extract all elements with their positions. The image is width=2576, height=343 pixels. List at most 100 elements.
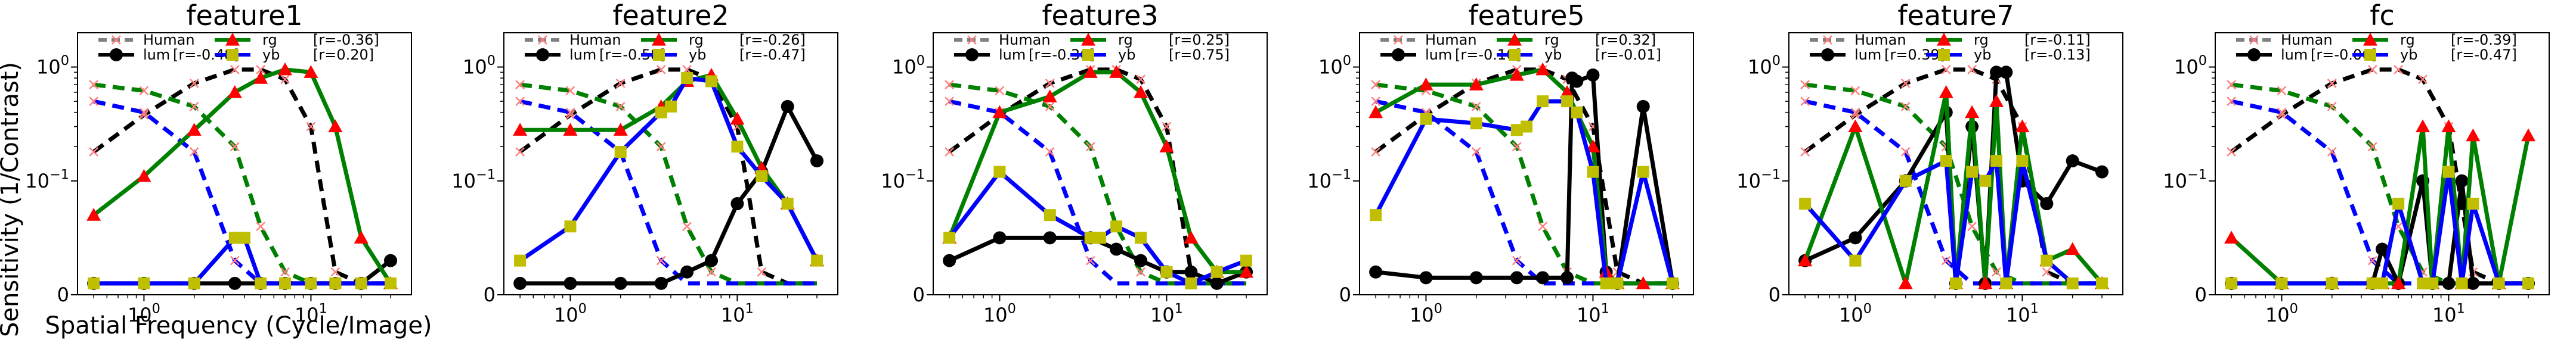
human-rg-point (139, 86, 149, 96)
human-yb-curve (949, 99, 1247, 286)
human-yb-point (2227, 96, 2237, 107)
x-marker-b (2277, 86, 2287, 96)
lum-point (943, 254, 956, 267)
yb-point (1561, 95, 1574, 108)
lum-series-line (520, 104, 819, 286)
x-tick-label: 101 (2432, 301, 2465, 326)
panel-title: feature7 (1897, 0, 2014, 32)
human-rg-point (515, 80, 525, 90)
human-rg-point (2227, 80, 2237, 90)
rg-point (730, 111, 745, 125)
rg-point (2441, 119, 2456, 133)
y-tick-label: 0 (57, 283, 69, 306)
human-rg-point (1471, 101, 1481, 111)
lum-point (1586, 68, 1600, 82)
yb-point (2417, 277, 2429, 289)
yb-point (1044, 209, 1056, 222)
human-rg-point (615, 101, 626, 111)
lum-point (993, 231, 1007, 245)
yb-point (88, 277, 100, 289)
lum-point (1561, 271, 1574, 285)
rg-point (1989, 94, 2004, 107)
lum-point (1369, 265, 1383, 279)
human-rg-point (1538, 222, 1548, 232)
x-marker-b (89, 147, 99, 157)
rg-point (1939, 85, 1953, 98)
human-rg-point (995, 86, 1005, 96)
lum-point (1419, 271, 1433, 285)
lum-point (781, 99, 794, 113)
legend-lum-label: lum (2281, 46, 2308, 63)
human-rg-point (682, 222, 692, 232)
legend-yb-label: yb (262, 46, 280, 63)
human-rg-point (1371, 80, 1381, 90)
y-tick-label: 10−1 (451, 167, 496, 192)
x-tick-label: 101 (1150, 301, 1183, 326)
plot-frame (77, 32, 412, 295)
yb-point (564, 220, 577, 233)
y-tick-label: 0 (913, 283, 925, 306)
x-tick-label: 100 (983, 301, 1016, 326)
yb-point (1990, 155, 2003, 167)
x-marker-b (967, 35, 977, 45)
human-rg-curve (93, 82, 391, 286)
human-lum-point (2394, 64, 2404, 74)
y-tick-label: 0 (1769, 283, 1781, 306)
human-rg-point (656, 142, 666, 152)
human-lum-point (1900, 78, 1911, 88)
human-rg-point (2327, 101, 2337, 111)
x-marker-b (565, 107, 575, 117)
yb-point (1849, 254, 1862, 267)
lum-point (1636, 99, 1650, 113)
x-marker-b (1850, 107, 1860, 117)
yb-point (188, 277, 200, 289)
yb-point (665, 100, 677, 113)
y-tick-label: 10−1 (2163, 167, 2207, 192)
x-marker-b (2418, 74, 2428, 85)
legend-yb-corr: [r=-0.47] (2451, 46, 2517, 63)
legend-human-marker (2249, 35, 2259, 45)
legend-lum-marker (2247, 48, 2261, 61)
yb-point (731, 141, 744, 153)
x-marker-b (1085, 142, 1095, 152)
x-marker-b (1045, 78, 1055, 88)
x-marker-b (89, 80, 99, 90)
x-marker-b (615, 101, 626, 111)
rg-point (187, 123, 202, 136)
lum-point (1536, 271, 1550, 285)
rg-series-line (1374, 67, 1673, 286)
rg-point (1042, 89, 1057, 102)
x-marker-b (256, 64, 266, 74)
legend-rg-corr: [r=0.32] (1595, 32, 1656, 48)
human-lum-point (945, 147, 955, 157)
plot-frame (933, 32, 1268, 295)
human-yb-point (1850, 107, 1860, 117)
x-marker-b (1471, 101, 1481, 111)
yb-point (329, 277, 342, 289)
lum-point (1110, 242, 1123, 256)
lum-point (1990, 66, 2004, 79)
legend-yb-corr: [r=-0.47] (739, 46, 806, 63)
x-tick-label: 100 (128, 301, 160, 326)
y-tick-label: 10−1 (1736, 167, 1781, 192)
yb-point (1979, 174, 1992, 187)
rg-point (513, 123, 528, 136)
rg-point (1159, 139, 1174, 152)
lum-point (810, 154, 824, 168)
yb-point (1370, 209, 1382, 222)
lum-point (1184, 265, 1198, 279)
legend-rg-corr: [r=0.25] (1169, 32, 1230, 48)
human-lum-point (1941, 64, 1951, 74)
rg-point (137, 169, 151, 182)
x-marker-b (330, 267, 340, 277)
yb-point (1521, 120, 1532, 133)
rg-point (2466, 128, 2481, 142)
human-rg-point (189, 101, 199, 111)
legend-rg-label: rg (1544, 32, 1559, 48)
lum-point (2455, 174, 2469, 188)
yb-point (1950, 277, 1962, 289)
panel-title: feature5 (1468, 0, 1584, 32)
y-tick-label: 0 (484, 283, 496, 306)
